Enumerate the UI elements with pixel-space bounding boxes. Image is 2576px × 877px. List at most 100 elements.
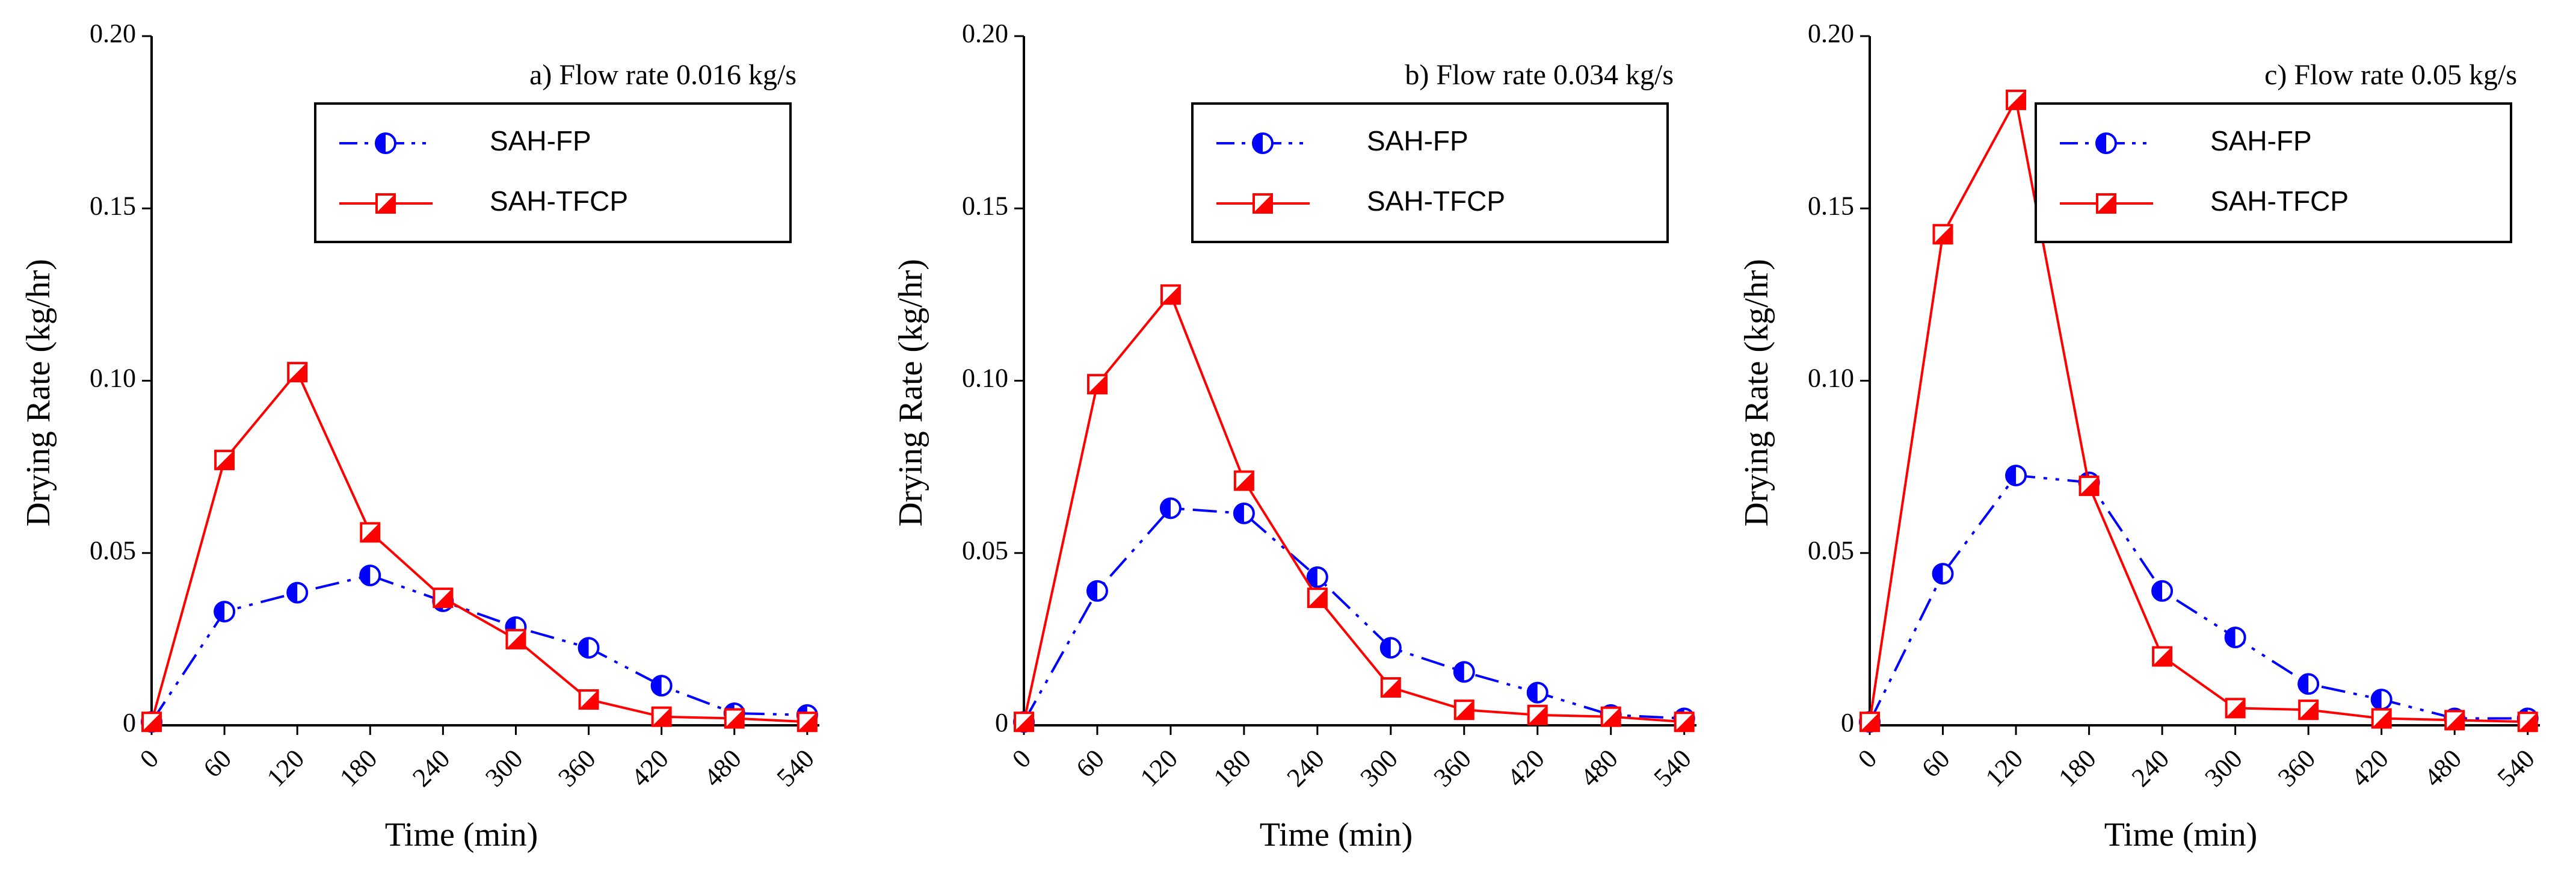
sah-tfcp-marker-0 [141,711,162,733]
legend-item-sah-fp: SAH-FP [1216,125,1468,156]
sah-fp-marker-5 [1379,637,1402,659]
x-tick-label: 240 [2126,743,2175,792]
series-sah-fp [141,564,818,733]
sah-fp-marker-legend [375,132,396,154]
y-tick-label: 0.10 [962,364,1008,393]
sah-tfcp-marker-2 [1160,284,1181,305]
legend-label: SAH-FP [490,125,591,156]
sah-tfcp-marker-6 [1453,699,1474,721]
series-sah-fp [1859,464,2539,733]
x-tick-label: 420 [625,743,674,792]
sah-tfcp-marker-8 [2444,710,2465,731]
sah-tfcp-marker-5 [505,628,526,649]
x-tick-label: 360 [552,743,601,792]
sah-tfcp-marker-4 [433,587,454,609]
legend-label: SAH-TFCP [2210,185,2349,217]
y-tick-label: 0.05 [1808,536,1854,565]
sah-tfcp-marker-3 [2078,476,2100,497]
sah-fp-marker-legend [1252,132,1274,154]
legend-label: SAH-TFCP [490,185,628,217]
y-tick-label: 0 [1841,708,1854,737]
legend-label: SAH-TFCP [1367,185,1505,217]
sah-fp-marker-1 [1086,580,1108,602]
series-line [1023,292,1684,724]
x-tick-label: 0 [134,743,164,773]
sah-tfcp-marker-0 [1014,711,1034,733]
sah-tfcp-marker-0 [1860,711,1880,733]
y-tick-label: 0.05 [90,536,136,565]
y-tick-label: 0.15 [962,191,1008,220]
sah-tfcp-marker-7 [2371,708,2392,729]
sah-tfcp-marker-1 [1932,224,1953,245]
legend: SAH-FP SAH-TFCP [314,102,792,243]
y-tick-label: 0.15 [1808,191,1854,220]
y-tick-label: 0.20 [1808,19,1854,48]
sah-fp-marker-6 [578,637,600,659]
y-tick-label: 0 [995,708,1008,737]
series-line [1869,474,2528,723]
sah-fp-marker-1 [214,601,236,623]
series-line [150,370,807,724]
chart-panel-c: 0 0.05 0.10 0.15 0.20 0 60 120 180 240 300 360 420 48… [1738,19,2541,854]
x-tick-label: 180 [334,743,383,792]
y-tick-label: 0 [123,708,136,737]
series-sah-tfcp [1860,89,2538,733]
x-tick-label: 120 [261,743,310,792]
x-axis-title: Time (min) [2104,816,2258,854]
sah-tfcp-marker-6 [578,689,599,710]
sah-fp-marker-2 [2005,464,2027,486]
legend-label: SAH-FP [2210,125,2312,156]
x-tick-label: 60 [1070,743,1110,783]
sah-tfcp-marker-1 [1086,374,1108,395]
x-axis-title: Time (min) [1260,816,1413,854]
x-tick-label: 540 [2491,743,2540,792]
x-tick-label: 0 [1852,743,1882,773]
x-tick-label: 420 [1501,743,1550,792]
legend-item-sah-tfcp: SAH-TFCP [339,185,628,217]
y-tick-label: 0.10 [90,364,136,393]
legend-item-sah-tfcp: SAH-TFCP [1216,185,1505,217]
sah-tfcp-marker-9 [2517,711,2538,733]
sah-fp-marker-1 [1932,563,1954,585]
x-tick-label: 180 [2053,743,2101,792]
sah-fp-marker-4 [1306,566,1328,588]
chart-panel-a: 0 0.05 0.10 0.15 0.20 0 60 120 180 240 300 360 420 48… [20,19,820,854]
legend-box [1191,102,1669,243]
x-tick-label: 60 [197,743,237,783]
x-tick-label: 60 [1916,743,1956,783]
x-tick-label: 240 [1281,743,1330,792]
x-tick-label: 420 [2345,743,2394,792]
chart-panel-b: 0 0.05 0.10 0.15 0.20 0 60 120 180 240 300 360 420 48… [892,19,1697,854]
x-tick-label: 300 [479,743,528,792]
legend: SAH-FP SAH-TFCP [2035,102,2512,243]
panel-title: a) Flow rate 0.016 kg/s [529,59,797,91]
x-tick-label: 480 [698,743,747,792]
sah-tfcp-marker-legend [1253,193,1273,214]
sah-tfcp-marker-7 [651,706,672,727]
x-tick-label: 300 [1355,743,1404,792]
sah-tfcp-marker-2 [2006,89,2027,110]
x-tick-label: 360 [2272,743,2321,792]
series-line [1023,507,1684,723]
sah-tfcp-marker-legend [2096,193,2116,214]
series-sah-fp [1013,497,1695,733]
y-axis-title: Drying Rate (kg/hr) [20,259,57,527]
x-tick-label: 300 [2199,743,2248,792]
sah-fp-marker-7 [650,675,673,697]
sah-tfcp-marker-3 [1233,470,1254,491]
panel-title: c) Flow rate 0.05 kg/s [2264,59,2517,91]
legend-label: SAH-FP [1367,125,1468,156]
series-line [150,574,807,723]
x-tick-label: 120 [1980,743,2029,792]
x-tick-label: 0 [1006,743,1037,773]
sah-tfcp-marker-1 [214,450,235,471]
series-sah-tfcp [141,362,818,733]
sah-fp-marker-legend [2095,132,2117,154]
legend-item-sah-tfcp: SAH-TFCP [2060,185,2349,217]
sah-tfcp-marker-5 [1380,677,1401,698]
sah-fp-marker-6 [2297,673,2320,695]
y-axis-title: Drying Rate (kg/hr) [1738,259,1775,527]
sah-tfcp-marker-9 [797,711,818,733]
sah-tfcp-marker-4 [1307,587,1328,609]
